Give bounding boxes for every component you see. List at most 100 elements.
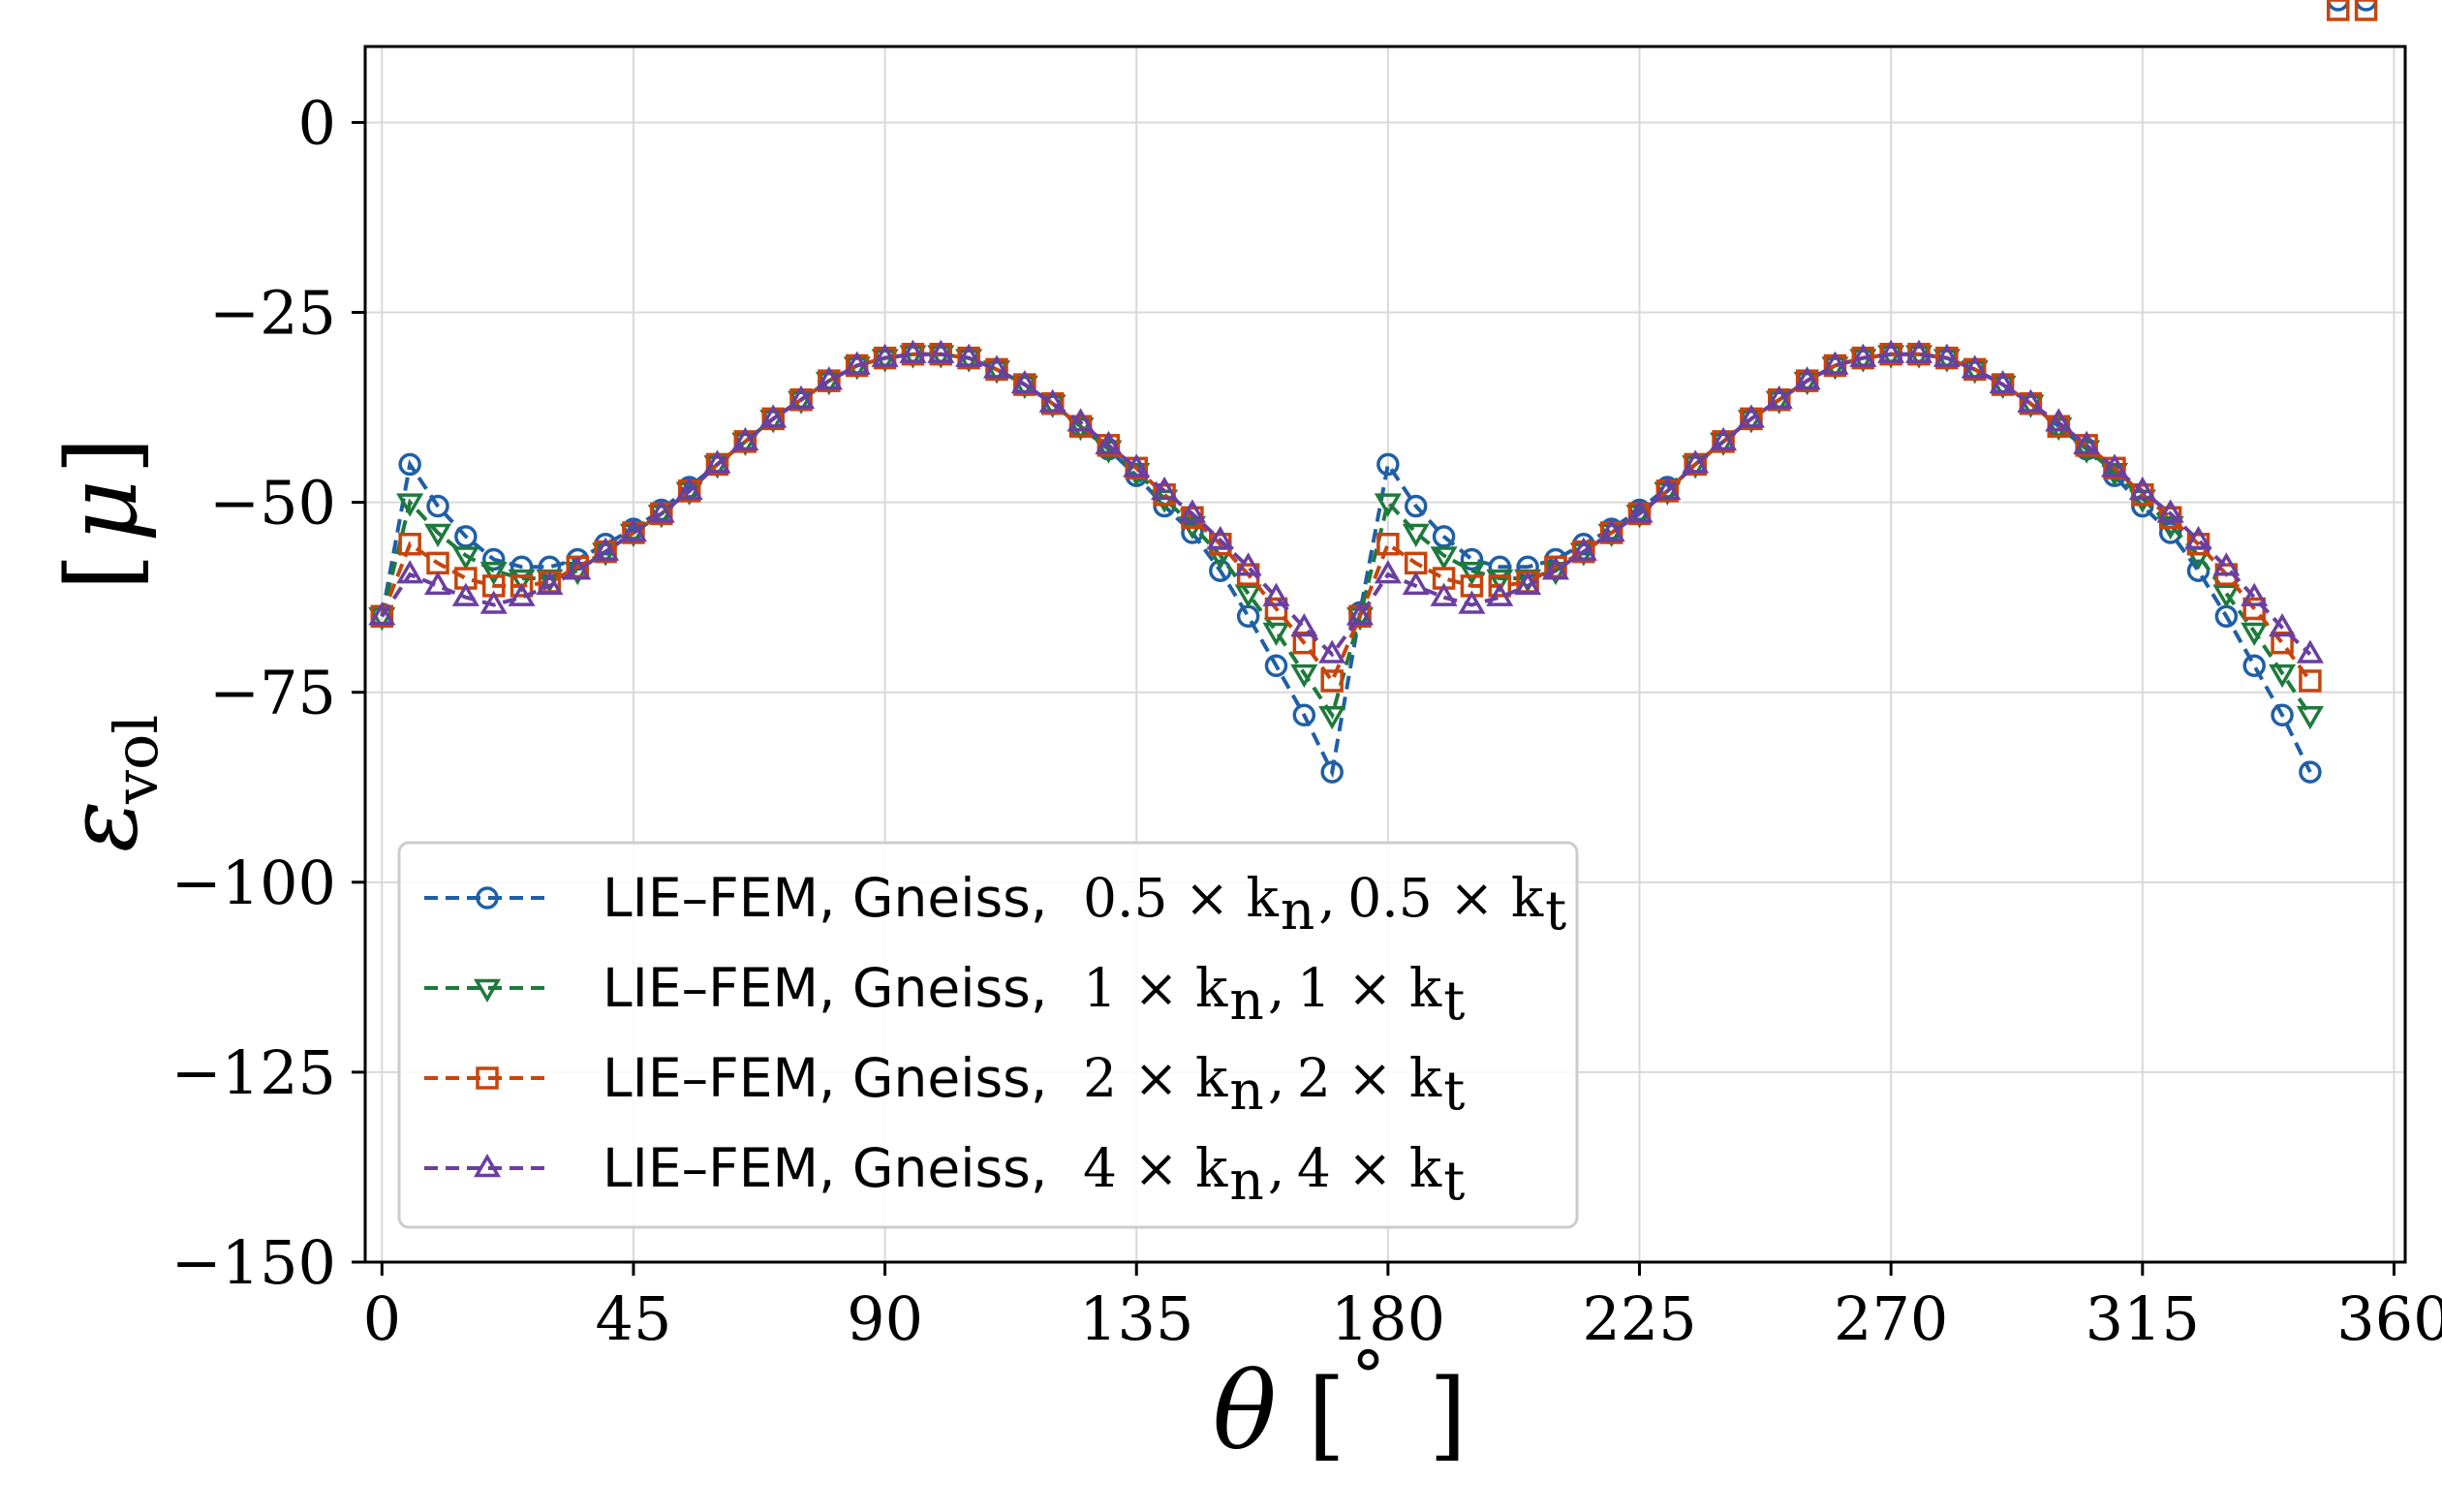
y-tick-label: −100 — [171, 848, 336, 918]
data-point — [1262, 622, 1290, 646]
x-axis-unit-open: [ — [1308, 1358, 1345, 1471]
data-point — [368, 602, 396, 626]
legend-math: 1 × k — [1297, 957, 1442, 1019]
data-point — [1625, 499, 1654, 523]
data-point — [1264, 654, 1288, 678]
data-point — [955, 349, 983, 373]
y-axis-symbol: ε — [46, 800, 159, 852]
data-point — [476, 886, 499, 910]
data-point — [1765, 385, 1793, 409]
data-point — [1151, 476, 1179, 501]
data-point — [871, 343, 899, 367]
data-point — [1066, 408, 1095, 432]
data-point — [1877, 339, 1905, 363]
data-point — [1569, 537, 1597, 561]
data-point — [479, 561, 508, 586]
data-point — [2354, 0, 2378, 21]
legend-subscript: n — [1229, 970, 1263, 1032]
data-point — [1458, 590, 1486, 614]
data-point — [2184, 525, 2212, 550]
data-point — [2212, 552, 2241, 576]
data-point — [2212, 584, 2241, 608]
legend: LIE–FEM, Gneiss, 0.5 × k n, 0.5 × k tLIE–FEM… — [397, 841, 1579, 1229]
data-point — [2100, 453, 2129, 478]
data-point — [703, 449, 731, 474]
data-point — [1597, 518, 1625, 542]
legend-subscript: t — [1443, 1060, 1465, 1122]
data-point — [2354, 0, 2378, 12]
data-point — [1318, 639, 1346, 663]
y-tick-label: 0 — [298, 87, 336, 158]
series-layer — [368, 0, 2378, 784]
data-point — [473, 978, 502, 1003]
legend-math: 1 × k — [1083, 957, 1228, 1019]
data-point — [2269, 613, 2297, 637]
x-axis-symbol: θ — [1213, 1349, 1277, 1473]
data-point — [2045, 408, 2073, 432]
legend-subscript: t — [1443, 970, 1465, 1032]
legend-label: LIE–FEM, Gneiss, — [603, 1137, 1047, 1199]
data-point — [592, 537, 620, 561]
data-point — [2242, 654, 2266, 678]
data-point — [2327, 0, 2350, 21]
legend-separator: , — [1268, 957, 1284, 1019]
data-point — [1932, 343, 1961, 367]
data-point — [1737, 404, 1765, 428]
data-point — [2296, 639, 2324, 663]
data-point — [508, 569, 536, 594]
y-axis-subscript: vol — [101, 715, 171, 805]
data-point — [788, 385, 816, 409]
legend-separator: , — [1318, 867, 1335, 929]
y-axis-unit-close: ] — [46, 437, 159, 475]
data-point — [1234, 552, 1262, 576]
data-point — [2128, 476, 2156, 501]
plot-frame — [363, 45, 2407, 1264]
data-point — [1320, 760, 1344, 784]
data-point — [451, 582, 479, 606]
data-point — [1682, 455, 1710, 479]
data-point — [982, 355, 1011, 379]
legend-subscript: n — [1229, 1150, 1263, 1212]
data-point — [1376, 452, 1400, 477]
x-tick-label: 315 — [2086, 1283, 2200, 1354]
data-point — [2241, 582, 2269, 606]
data-point — [955, 343, 983, 367]
data-point — [2299, 669, 2322, 693]
data-point — [1793, 366, 1821, 390]
data-point — [1961, 355, 1989, 379]
data-point — [1292, 703, 1316, 726]
legend-math: 0.5 × k — [1083, 867, 1280, 929]
y-axis-title: ε vol [ μ ] — [46, 437, 171, 852]
data-point — [473, 1154, 502, 1178]
legend-math: 0.5 × k — [1347, 867, 1544, 929]
data-point — [1178, 499, 1206, 523]
data-point — [536, 571, 564, 596]
data-point — [759, 404, 788, 428]
x-tick-label: 90 — [847, 1283, 923, 1354]
data-point — [368, 607, 396, 632]
data-point — [1486, 582, 1514, 606]
x-tick-label: 225 — [1582, 1283, 1696, 1354]
data-point — [1290, 613, 1318, 637]
data-point — [423, 523, 452, 547]
series-4 — [368, 339, 2324, 663]
x-tick-label: 360 — [2336, 1283, 2442, 1354]
data-point — [675, 476, 703, 501]
x-tick-label: 180 — [1331, 1283, 1445, 1354]
data-point — [619, 518, 647, 542]
data-point — [2299, 760, 2322, 784]
data-point — [426, 494, 449, 518]
y-tick-label: −75 — [209, 658, 336, 728]
data-point — [1458, 561, 1486, 586]
y-axis-unit: μ — [46, 479, 159, 542]
data-point — [1318, 706, 1346, 730]
data-point — [1821, 351, 1849, 375]
data-point — [1010, 370, 1038, 394]
legend-math: 2 × k — [1297, 1047, 1442, 1109]
data-point — [2296, 706, 2324, 730]
y-tick-label: −50 — [209, 468, 336, 539]
x-axis-title: θ [ ° ] — [1213, 1337, 1467, 1473]
legend-label: LIE–FEM, Gneiss, — [603, 1047, 1047, 1109]
